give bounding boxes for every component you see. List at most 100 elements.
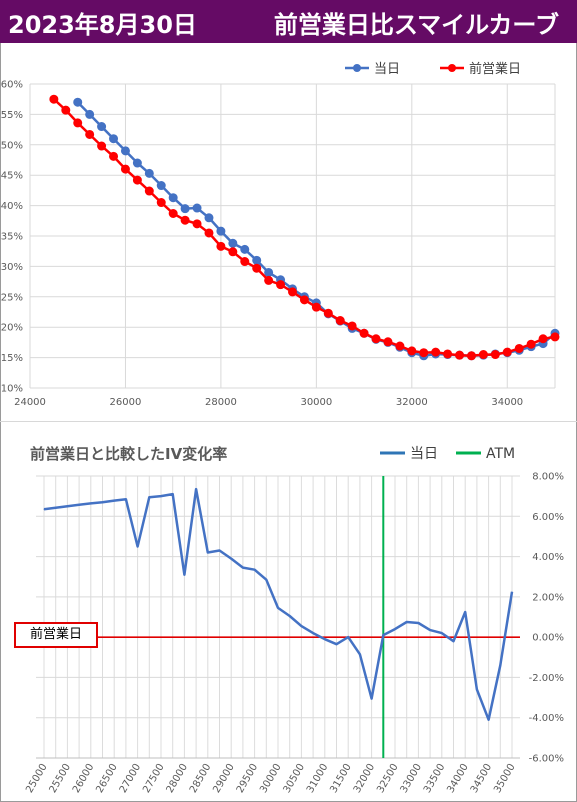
x-tick-label: 35000 [492,762,517,795]
y-tick-label: 30% [1,262,23,273]
data-point [125,498,127,500]
data-point [538,334,548,344]
header-bar: 2023年8月30日 前営業日比スマイルカーブ [0,0,577,43]
x-tick-label: 28500 [188,762,213,795]
baseline-label: 前営業日 [14,622,98,648]
data-point [550,332,560,342]
y-tick-label: -2.00% [529,673,564,684]
data-point [180,215,190,225]
data-point [120,146,130,156]
data-point [73,118,83,128]
x-tick-label: 26500 [94,762,119,795]
data-point [254,569,256,571]
data-point [417,622,419,624]
data-point [49,94,59,104]
data-point [73,97,83,107]
data-point [109,134,119,144]
legend-label: ATM [486,446,515,462]
x-tick-label: 34500 [469,762,494,795]
data-point [109,151,119,161]
data-point [453,640,454,642]
x-tick-label: 26000 [110,397,142,408]
data-point [148,496,150,498]
x-tick-label: 32000 [396,397,428,408]
data-point [192,203,202,213]
data-point [312,632,314,634]
data-point [228,238,238,248]
x-tick-label: 33500 [422,762,447,795]
x-tick-label: 31000 [305,762,330,795]
y-tick-label: 15% [1,353,23,364]
data-point [347,321,357,331]
data-point [406,621,408,623]
y-tick-label: -6.00% [529,754,564,765]
data-point [478,350,488,360]
data-point [289,615,291,617]
data-point [85,109,95,119]
data-point [97,122,107,132]
data-point [156,198,166,208]
data-point [230,558,232,560]
data-point [90,502,92,504]
x-tick-label: 32000 [352,762,377,795]
legend-label: 前営業日 [469,61,521,77]
data-point [429,629,431,631]
y-tick-label: 40% [1,201,23,212]
x-tick-label: 29500 [235,762,260,795]
x-tick-label: 30500 [282,762,307,795]
x-tick-label: 27500 [141,762,166,795]
x-tick-label: 25000 [24,762,49,795]
data-point [204,228,214,238]
data-point [323,308,333,318]
data-point [499,664,501,666]
y-tick-label: 4.00% [532,552,564,563]
y-tick-label: 20% [1,323,23,334]
data-point [347,636,349,638]
y-tick-label: 50% [1,140,23,151]
y-tick-label: 8.00% [532,472,564,483]
data-point [228,247,238,257]
y-tick-label: 35% [1,232,23,243]
data-point [78,504,80,506]
x-tick-label: 26000 [71,762,96,795]
data-point [192,219,202,229]
data-point [359,328,369,338]
legend-marker [448,64,456,72]
data-point [156,181,166,191]
x-tick-label: 34000 [491,397,523,408]
data-point [144,168,154,178]
data-point [371,698,373,700]
data-point [476,689,478,691]
data-point [394,628,396,630]
legend-label: 当日 [374,62,400,77]
data-point [455,350,465,360]
data-point [277,607,279,609]
data-point [252,263,262,273]
data-point [240,257,250,267]
y-tick-label: 45% [1,171,23,182]
data-point [120,164,130,174]
data-point [168,193,178,203]
data-point [204,213,214,223]
data-point [311,302,321,312]
data-point [180,204,190,214]
y-tick-label: -4.00% [529,713,564,724]
x-tick-label: 30000 [300,397,332,408]
data-point [207,552,209,554]
iv-chart-title: 前営業日と比較したIV変化率 [30,445,228,463]
data-point [144,186,154,196]
data-point [443,349,453,359]
data-point [490,350,500,360]
data-point [240,244,250,254]
x-tick-label: 30000 [258,762,283,795]
x-tick-label: 34000 [445,762,470,795]
data-point [276,280,286,290]
x-tick-label: 33000 [399,762,424,795]
data-point [464,611,466,613]
data-point [66,505,68,507]
x-tick-label: 31500 [328,762,353,795]
data-point [407,346,417,356]
data-point [382,634,384,636]
chart-divider [0,421,577,422]
